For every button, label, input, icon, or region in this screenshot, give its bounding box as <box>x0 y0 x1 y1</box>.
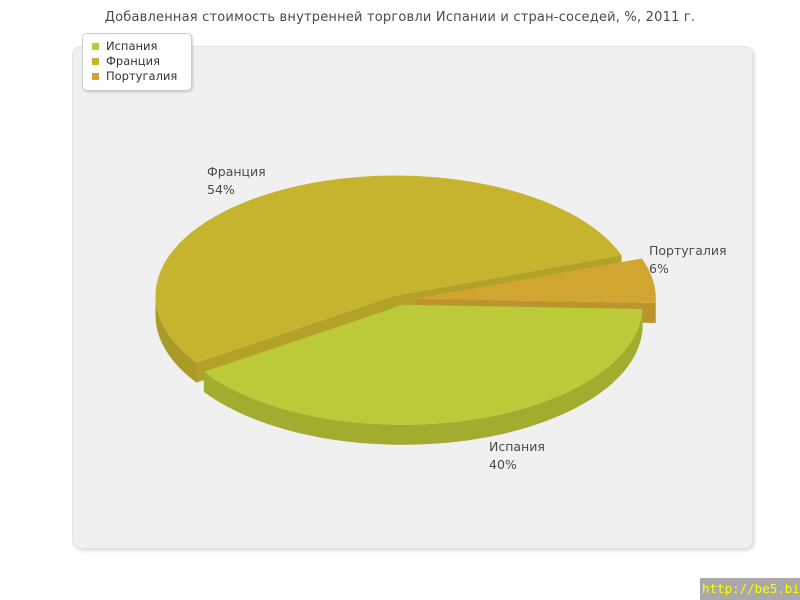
slice-label-0: Испания 40% <box>489 438 545 474</box>
legend-swatch <box>92 58 99 65</box>
pie-slice-2-top <box>415 258 656 303</box>
slice-label-pct: 6% <box>649 261 669 276</box>
legend: Испания Франция Португалия <box>82 33 193 91</box>
pie-slice-0-rim <box>203 309 643 445</box>
legend-item-0: Испания <box>92 39 177 54</box>
pie-slice-0-top <box>203 304 643 425</box>
legend-label: Португалия <box>106 69 178 83</box>
pie-slice-1-top <box>155 175 622 363</box>
slice-label-pct: 40% <box>489 457 517 472</box>
slice-label-1: Франция 54% <box>207 163 266 199</box>
slice-label-2: Португалия 6% <box>649 242 727 278</box>
pie-slice-1-rim <box>155 295 197 383</box>
slice-label-name: Франция <box>207 164 266 179</box>
legend-swatch <box>92 43 99 50</box>
slice-label-pct: 54% <box>207 182 235 197</box>
legend-label: Испания <box>106 39 158 53</box>
slice-label-name: Испания <box>489 439 545 454</box>
chart-title: Добавленная стоимость внутренней торговл… <box>104 10 696 25</box>
legend-swatch <box>92 73 99 80</box>
legend-label: Франция <box>106 54 160 68</box>
legend-item-2: Португалия <box>92 69 177 84</box>
legend-item-1: Франция <box>92 54 177 69</box>
slice-label-name: Португалия <box>649 243 727 258</box>
watermark-link[interactable]: http://be5.biz/ <box>700 578 800 600</box>
